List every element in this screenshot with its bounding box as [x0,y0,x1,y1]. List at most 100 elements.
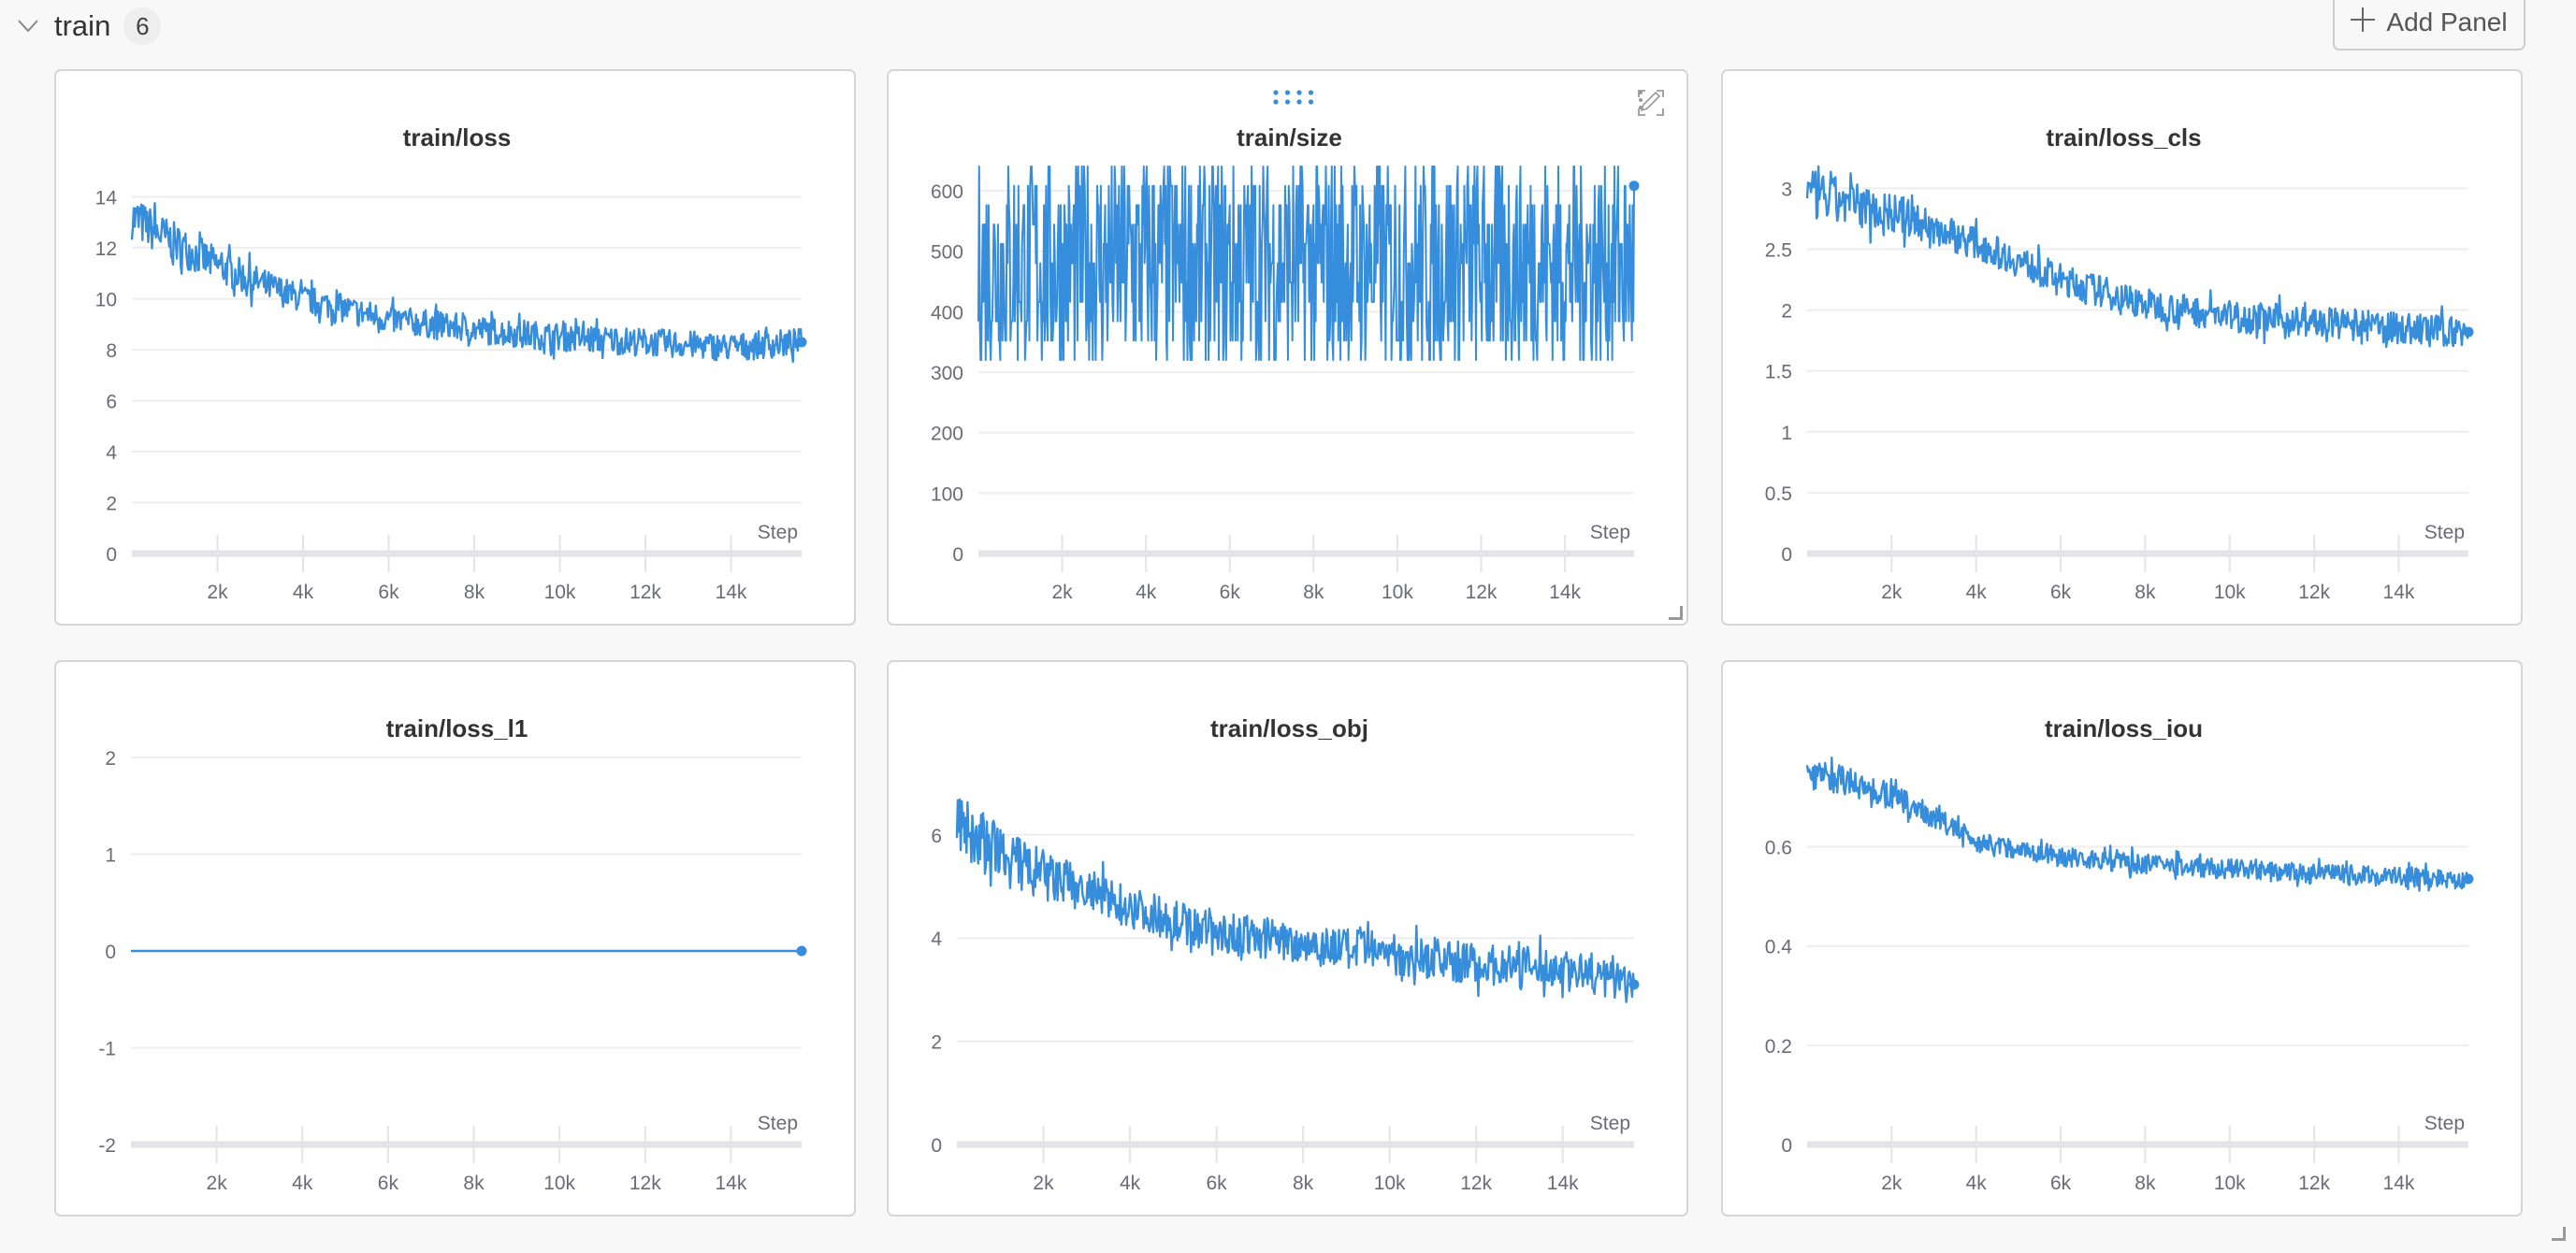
y-tick-label: 14 [95,188,118,209]
x-tick-label: 6k [1206,1173,1227,1194]
x-tick-label: 6k [378,1173,399,1194]
section-resize-handle[interactable] [2552,1227,2566,1241]
y-tick-label: -2 [98,1135,116,1157]
x-tick-label: 2k [207,1173,228,1194]
x-tick-label: 6k [1220,582,1241,603]
y-tick-label: 2 [106,494,117,515]
x-tick-label: 2k [1051,582,1073,603]
x-tick-label: 10k [544,582,576,603]
x-tick-label: 14k [715,1173,746,1194]
x-axis-label: Step [758,522,798,543]
chart-title: train/size [1237,123,1342,151]
x-tick-label: 14k [2383,1173,2415,1194]
last-point-marker [2463,873,2474,885]
chart-panel[interactable]: train/size 0 100 200 300 400 500 600 2k 4k 6k 8k 10k… [887,69,1688,626]
x-axis-label: Step [1590,1113,1630,1134]
chart-panel[interactable]: train/loss 0 2 4 6 8 10 12 14 2k 4k 6k 8k 10k 12k 14k St… [54,69,856,626]
x-tick-label: 4k [1120,1173,1141,1194]
x-tick-label: 4k [293,582,314,603]
y-tick-label: 3 [1781,179,1792,200]
x-tick-label: 8k [463,1173,485,1194]
y-tick-label: 0 [931,1135,942,1157]
line-chart: train/loss_iou 0 0.2 0.4 0.6 2k 4k 6k 8k 10k 12k 14… [1765,714,2474,1194]
x-tick-label: 12k [630,582,661,603]
section-header: train 6 [15,6,162,47]
panel-count-badge: 6 [123,7,162,45]
x-tick-label: 8k [2135,1173,2156,1194]
x-axis-label: Step [2424,1113,2465,1134]
x-tick-label: 12k [1466,582,1498,603]
x-tick-label: 6k [2050,1173,2072,1194]
chart-panel[interactable]: train/loss_iou 0 0.2 0.4 0.6 2k 4k 6k 8k 10k 12k 14… [1721,660,2523,1217]
x-tick-label: 6k [2050,582,2072,603]
series-line [977,166,1635,361]
add-panel-button[interactable]: Add Panel [2333,0,2525,50]
x-tick-label: 14k [1547,1173,1579,1194]
x-tick-label: 2k [207,582,228,603]
last-point-marker [2463,326,2474,338]
x-axis-label: Step [1590,522,1630,543]
y-tick-label: 0 [105,942,116,963]
x-tick-label: 8k [464,582,485,603]
y-tick-label: 0 [1781,544,1792,566]
panel-resize-handle[interactable] [1669,606,1683,620]
y-tick-label: 100 [931,483,963,505]
y-tick-label: 2 [931,1032,942,1054]
add-panel-label: Add Panel [2386,7,2508,36]
y-tick-label: 0 [1781,1135,1792,1157]
chart-panel[interactable]: train/loss_obj 0 2 4 6 2k 4k 6k 8k 10k 12k 14k Step [887,660,1688,1217]
y-tick-label: 2 [1781,301,1792,323]
series-line [130,202,803,364]
x-tick-label: 6k [378,582,399,603]
x-tick-label: 2k [1033,1173,1054,1194]
y-tick-label: 0.5 [1765,483,1792,505]
x-tick-label: 2k [1881,582,1903,603]
x-tick-label: 14k [716,582,747,603]
series-line [955,798,1636,1003]
chart-panel[interactable]: train/loss_cls 0 0.5 1 1.5 2 2.5 3 2k 4k 6k 8k 10k 12… [1721,69,2523,626]
y-tick-label: 6 [106,392,117,413]
x-tick-label: 14k [2383,582,2415,603]
y-tick-label: 12 [95,238,117,260]
chevron-down-icon[interactable] [15,13,41,39]
chart-title: train/loss_l1 [386,714,528,742]
line-chart: train/loss_cls 0 0.5 1 1.5 2 2.5 3 2k 4k 6k 8k 10k 12… [1765,123,2474,603]
series-line [1805,756,2470,892]
y-tick-label: 2.5 [1765,240,1792,262]
last-point-marker [1628,979,1640,990]
x-tick-label: 10k [2214,582,2246,603]
y-tick-label: 4 [106,442,117,464]
x-tick-label: 12k [1460,1173,1492,1194]
x-tick-label: 10k [2214,1173,2246,1194]
x-tick-label: 4k [1966,582,1988,603]
y-tick-label: 4 [931,929,942,950]
x-tick-label: 10k [1382,582,1413,603]
y-tick-label: 0.4 [1765,937,1793,958]
x-tick-label: 2k [1881,1173,1903,1194]
line-chart: train/loss_obj 0 2 4 6 2k 4k 6k 8k 10k 12k 14k Step [931,714,1640,1194]
y-tick-label: 1.5 [1765,362,1792,383]
y-tick-label: 6 [931,826,942,847]
last-point-marker [796,337,807,348]
y-tick-label: 2 [105,748,116,770]
x-tick-label: 12k [2298,582,2330,603]
x-tick-label: 4k [1136,582,1157,603]
y-tick-label: 500 [931,242,963,264]
x-tick-label: 12k [2298,1173,2330,1194]
x-tick-label: 8k [1303,582,1324,603]
x-tick-label: 8k [2135,582,2156,603]
x-tick-label: 14k [1549,582,1581,603]
y-tick-label: 600 [931,181,963,203]
y-tick-label: 1 [1781,423,1792,444]
y-tick-label: -1 [98,1039,116,1060]
chart-title: train/loss_obj [1210,714,1368,742]
series-line [1805,165,2470,349]
chart-panel[interactable]: train/loss_l1 -2 -1 0 1 2 2k 4k 6k 8k 10k 12k 14k Ste… [54,660,856,1217]
x-tick-label: 12k [630,1173,661,1194]
y-tick-label: 8 [106,340,117,362]
chart-title: train/loss_cls [2046,123,2201,151]
chart-title: train/loss_iou [2045,714,2203,742]
line-chart: train/loss 0 2 4 6 8 10 12 14 2k 4k 6k 8k 10k 12k 14k St… [95,123,807,603]
x-tick-label: 4k [1966,1173,1988,1194]
y-tick-label: 10 [95,290,117,311]
